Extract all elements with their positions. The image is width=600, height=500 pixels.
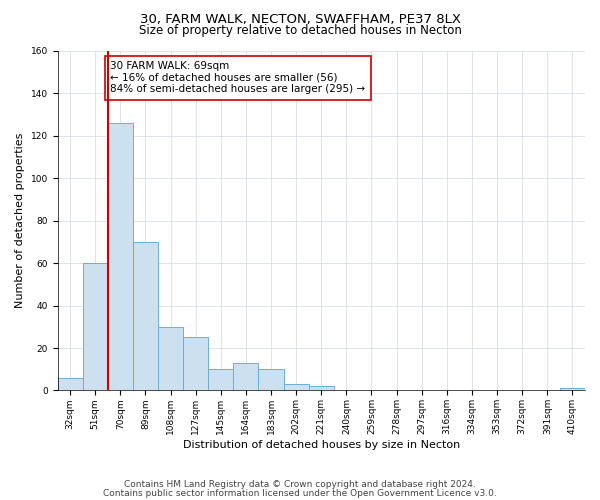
Bar bbox=[560, 388, 585, 390]
Bar bbox=[183, 338, 208, 390]
Bar bbox=[259, 369, 284, 390]
Text: 30, FARM WALK, NECTON, SWAFFHAM, PE37 8LX: 30, FARM WALK, NECTON, SWAFFHAM, PE37 8L… bbox=[139, 12, 461, 26]
Text: 30 FARM WALK: 69sqm
← 16% of detached houses are smaller (56)
84% of semi-detach: 30 FARM WALK: 69sqm ← 16% of detached ho… bbox=[110, 61, 365, 94]
Text: Size of property relative to detached houses in Necton: Size of property relative to detached ho… bbox=[139, 24, 461, 37]
Bar bbox=[58, 378, 83, 390]
Bar bbox=[233, 363, 259, 390]
Y-axis label: Number of detached properties: Number of detached properties bbox=[15, 133, 25, 308]
Bar bbox=[309, 386, 334, 390]
Text: Contains HM Land Registry data © Crown copyright and database right 2024.: Contains HM Land Registry data © Crown c… bbox=[124, 480, 476, 489]
Bar bbox=[208, 369, 233, 390]
Bar bbox=[158, 327, 183, 390]
Bar bbox=[83, 263, 108, 390]
Bar bbox=[133, 242, 158, 390]
X-axis label: Distribution of detached houses by size in Necton: Distribution of detached houses by size … bbox=[182, 440, 460, 450]
Bar bbox=[284, 384, 309, 390]
Bar bbox=[108, 123, 133, 390]
Text: Contains public sector information licensed under the Open Government Licence v3: Contains public sector information licen… bbox=[103, 488, 497, 498]
